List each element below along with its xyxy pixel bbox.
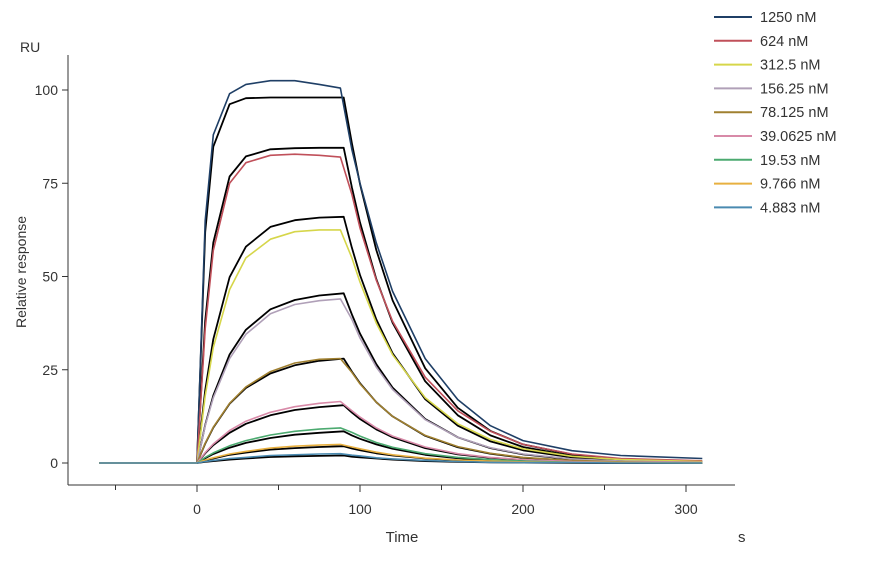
- fit-curve-2: [99, 215, 703, 464]
- legend-label: 1250 nM: [760, 10, 816, 26]
- fit-curve-1: [99, 146, 703, 464]
- data-curve-6: [99, 427, 703, 464]
- data-curve-2: [99, 229, 703, 464]
- legend-label: 624 nM: [760, 34, 808, 50]
- y-axis-label: Relative response: [13, 216, 29, 328]
- data-curve-7: [99, 443, 703, 464]
- data-curve-4: [99, 357, 703, 464]
- x-axis-label: Time: [386, 529, 419, 546]
- y-tick-label: 0: [50, 455, 58, 471]
- legend-label: 19.53 nM: [760, 153, 820, 169]
- data-curve-5: [99, 400, 703, 464]
- fit-curve-0: [99, 96, 703, 464]
- y-tick-label: 50: [42, 269, 58, 285]
- fit-curve-4: [99, 357, 703, 464]
- data-curve-8: [99, 452, 703, 464]
- data-curve-1: [99, 153, 703, 464]
- data-curve-0: [99, 79, 703, 464]
- legend-label: 39.0625 nM: [760, 129, 837, 145]
- legend-label: 78.125 nM: [760, 105, 829, 121]
- x-tick-label: 300: [674, 501, 698, 517]
- data-curve-3: [99, 298, 703, 464]
- y-tick-label: 25: [42, 362, 58, 378]
- y-tick-label: 100: [35, 82, 59, 98]
- y-tick-label: 75: [42, 175, 58, 191]
- legend: 1250 nM 624 nM 312.5 nM 156.25 nM 78.125 nM 3…: [714, 10, 837, 216]
- legend-label: 4.883 nM: [760, 200, 820, 216]
- x-tick-label: 100: [348, 501, 372, 517]
- x-unit-label: s: [738, 529, 746, 546]
- y-unit-label: RU: [20, 39, 40, 55]
- legend-label: 156.25 nM: [760, 81, 829, 97]
- legend-label: 312.5 nM: [760, 58, 820, 74]
- x-tick-label: 200: [511, 501, 535, 517]
- x-tick-label: 0: [193, 501, 201, 517]
- legend-label: 9.766 nM: [760, 177, 820, 193]
